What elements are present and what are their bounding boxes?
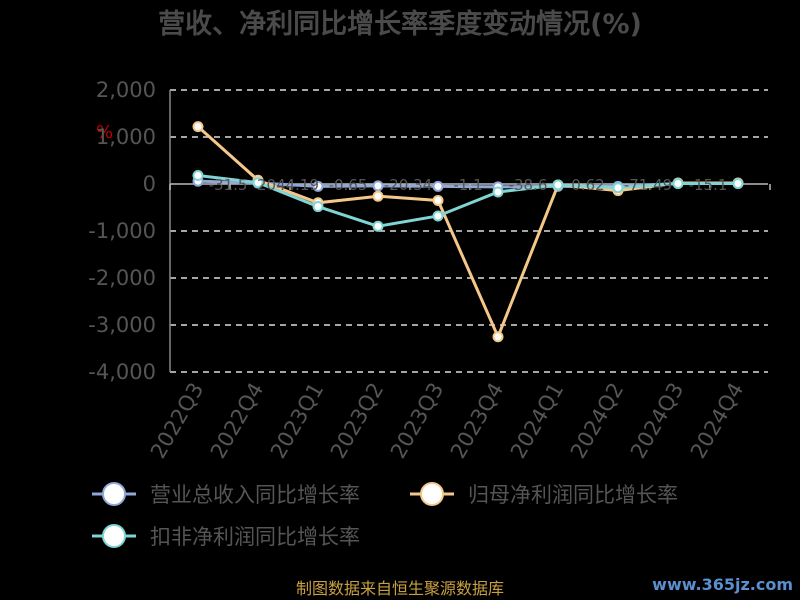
x-tick-label: 2023Q2 — [326, 379, 388, 463]
x-tick-label: 2024Q4 — [686, 379, 748, 463]
legend-item[interactable]: 营业总收入同比增长率 — [92, 482, 360, 507]
data-point — [192, 170, 204, 182]
data-labels: -31.5 2044.19 -0.65 -20.34 -1.1 -38.6 0.62 -71.… — [209, 176, 728, 194]
data-point — [612, 182, 624, 194]
series-3 — [192, 170, 744, 232]
chart-title: 营收、净利同比增长率季度变动情况(%) — [158, 8, 642, 40]
x-tick-label: 2024Q1 — [506, 379, 568, 463]
y-tick-label: -3,000 — [88, 313, 156, 337]
data-point — [252, 177, 264, 189]
data-point — [432, 210, 444, 222]
y-tick-label: -4,000 — [88, 360, 156, 384]
data-point — [192, 121, 204, 133]
y-tick-label: -2,000 — [88, 266, 156, 290]
x-tick-label: 2024Q2 — [566, 379, 628, 463]
data-source: 制图数据来自恒生聚源数据库 — [296, 579, 504, 598]
data-point — [372, 180, 384, 192]
data-point — [312, 201, 324, 213]
data-label: -71.49 — [624, 176, 672, 194]
data-label: -31.5 — [209, 176, 248, 194]
data-point — [732, 178, 744, 190]
x-axis-ticks: 2022Q32022Q42023Q12023Q22023Q32023Q42024… — [146, 379, 748, 463]
series-line — [197, 174, 738, 228]
y-tick-label: 0 — [143, 172, 156, 196]
unit-label: % — [96, 122, 113, 143]
data-point — [492, 186, 504, 198]
data-point — [312, 180, 324, 192]
y-tick-label: -1,000 — [88, 219, 156, 243]
data-label: 0.62 — [571, 176, 604, 194]
legend-item[interactable]: 扣非净利润同比增长率 — [92, 524, 360, 549]
legend-label: 营业总收入同比增长率 — [150, 483, 360, 507]
legend-label: 归母净利润同比增长率 — [468, 483, 678, 507]
data-point — [432, 194, 444, 206]
x-tick-label: 2024Q3 — [626, 379, 688, 463]
data-label: -15.1 — [689, 176, 728, 194]
data-label: -38.6 — [509, 176, 548, 194]
x-tick-label: 2023Q3 — [386, 379, 448, 463]
data-point — [432, 180, 444, 192]
y-axis-ticks: 2,000 1,000 0 -1,000 -2,000 -3,000 -4,000 — [88, 78, 156, 384]
x-tick-label: 2022Q3 — [146, 379, 208, 463]
data-label: -1.1 — [453, 176, 482, 194]
data-point — [372, 190, 384, 202]
legend-marker — [102, 482, 126, 506]
data-label: 2044.19 — [257, 176, 319, 194]
legend-item[interactable]: 归母净利润同比增长率 — [410, 482, 678, 507]
data-point — [372, 220, 384, 232]
data-point — [672, 178, 684, 190]
legend-marker — [102, 524, 126, 548]
y-tick-label: 1,000 — [96, 125, 156, 149]
data-label: -20.34 — [384, 176, 432, 194]
legend-label: 扣非净利润同比增长率 — [150, 525, 360, 549]
data-point — [552, 179, 564, 191]
x-tick-label: 2022Q4 — [206, 379, 268, 463]
series-lines — [192, 121, 744, 343]
legend-marker — [420, 482, 444, 506]
x-tick-label: 2023Q4 — [446, 379, 508, 463]
watermark: www.365jz.com — [652, 575, 793, 594]
data-label: -0.65 — [329, 176, 368, 194]
y-tick-label: 2,000 — [96, 78, 156, 102]
grid — [170, 89, 768, 373]
x-tick-label: 2023Q1 — [266, 379, 328, 463]
data-point — [492, 331, 504, 343]
